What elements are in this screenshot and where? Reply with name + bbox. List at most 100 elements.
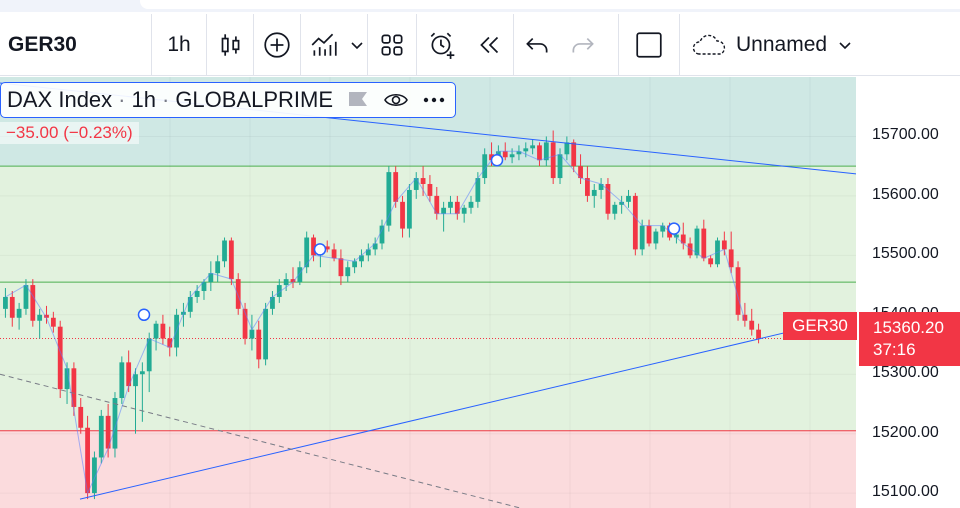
toolbar-divider: [618, 13, 619, 76]
anchor-marker: [313, 243, 327, 256]
toolbar-divider: [416, 13, 417, 76]
anchor-marker: [137, 308, 151, 322]
candle-body: [311, 237, 316, 256]
candle-body: [571, 142, 577, 167]
candle-body: [263, 308, 268, 360]
candle-body: [23, 285, 29, 309]
candle-body: [359, 255, 364, 262]
alert-button[interactable]: [417, 14, 467, 76]
candle-body: [119, 362, 125, 399]
price-chart[interactable]: [0, 77, 960, 508]
price-axis-label: 15700.00: [872, 126, 939, 144]
price-axis-label: 15200.00: [872, 423, 939, 441]
more-icon[interactable]: [421, 89, 447, 111]
candle-body: [139, 371, 145, 375]
candle-body: [37, 314, 43, 321]
candle-body: [749, 320, 755, 330]
candle-body: [133, 374, 138, 387]
fullscreen-button[interactable]: [619, 14, 679, 76]
layout-menu-button[interactable]: Unnamed: [680, 30, 853, 60]
candle-body: [578, 166, 583, 179]
candle-body: [30, 285, 36, 321]
candle-body: [71, 368, 77, 407]
candle-body: [756, 329, 761, 339]
price-axis-bg: [856, 77, 960, 508]
indicators-menu-button[interactable]: [347, 14, 367, 76]
toolbar-divider: [206, 13, 207, 76]
candles-icon: [221, 33, 240, 56]
toolbar-divider: [367, 13, 368, 76]
candle-body: [92, 457, 97, 494]
flag-icon[interactable]: [345, 89, 371, 111]
candle-body: [276, 285, 282, 297]
candle-body: [502, 151, 508, 158]
candle-body: [468, 201, 474, 208]
candle-body: [201, 282, 207, 292]
templates-icon: [381, 34, 403, 55]
candle-body: [406, 189, 412, 229]
candle-body: [386, 172, 392, 226]
chart-area[interactable]: DAX Index · 1h · GLOBALPRIME −35.00 (−0.…: [0, 77, 960, 508]
candle-body: [680, 234, 686, 244]
candle-body: [44, 314, 49, 318]
candle-body: [591, 189, 597, 196]
candle-body: [324, 246, 330, 250]
candle-body: [290, 279, 296, 283]
compare-button[interactable]: [254, 14, 300, 76]
candle-body: [728, 249, 734, 268]
indicators-button[interactable]: [301, 14, 347, 76]
bar-countdown: 37:16: [873, 340, 916, 359]
price-axis-label: 15600.00: [872, 185, 939, 203]
candle-body: [331, 249, 337, 259]
symbol-search-button[interactable]: GER30: [0, 13, 152, 76]
candle-body: [215, 261, 221, 274]
candle-body: [365, 249, 371, 256]
candle-body: [393, 172, 399, 202]
templates-button[interactable]: [368, 14, 416, 76]
candle-body: [352, 261, 358, 268]
candle-body: [345, 267, 351, 277]
candle-body: [523, 148, 529, 152]
candle-body: [242, 308, 248, 339]
undo-button[interactable]: [514, 14, 560, 76]
candle-body: [338, 258, 344, 277]
candle-body: [208, 273, 214, 283]
candle-body: [543, 142, 549, 161]
candle-body: [639, 225, 645, 250]
eye-icon[interactable]: [383, 89, 409, 111]
undo-icon: [526, 37, 548, 52]
candle-body: [379, 225, 385, 244]
candle-body: [126, 362, 132, 387]
layout-name: Unnamed: [736, 32, 828, 56]
candle-body: [16, 308, 22, 318]
cloud-icon: [692, 34, 726, 55]
series-legend[interactable]: DAX Index · 1h · GLOBALPRIME: [0, 82, 457, 118]
candle-body: [550, 142, 556, 179]
candle-body: [646, 225, 652, 244]
legend-symbol-name: DAX Index: [7, 87, 113, 112]
chart-type-button[interactable]: [207, 14, 253, 76]
add-compare-icon: [264, 31, 290, 58]
candle-body: [9, 296, 15, 318]
redo-button[interactable]: [560, 14, 606, 76]
candle-body: [454, 201, 460, 214]
fullscreen-icon: [636, 31, 662, 58]
candle-body: [372, 243, 378, 250]
chevron-down-icon: [351, 41, 363, 49]
replay-button[interactable]: [467, 14, 513, 76]
candle-body: [222, 240, 227, 262]
candle-body: [153, 323, 159, 339]
anchor-marker: [667, 222, 681, 235]
candle-body: [235, 279, 241, 309]
candle-body: [612, 204, 618, 214]
candle-body: [297, 267, 303, 283]
candle-body: [400, 201, 405, 229]
candle-body: [537, 145, 542, 161]
interval-button[interactable]: 1h: [167, 32, 191, 56]
alert-icon: [430, 32, 455, 59]
toolbar-divider: [300, 13, 301, 76]
legend-separator: ·: [161, 87, 170, 112]
redo-icon: [572, 37, 594, 52]
candle-body: [653, 231, 659, 244]
candle-body: [475, 178, 481, 202]
